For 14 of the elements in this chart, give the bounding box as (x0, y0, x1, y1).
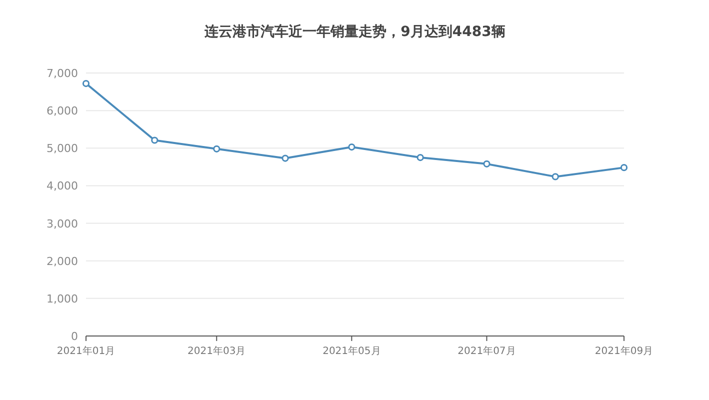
ytick: 0 (71, 330, 78, 343)
ytick: 3,000 (46, 217, 78, 230)
title: 连云港市汽车近一年销量走势，9月达到4483辆 (204, 24, 506, 40)
ytick: 5,000 (46, 142, 78, 156)
xtick: 2021年01月 (56, 346, 116, 357)
xtick: 2021年05月 (322, 346, 381, 357)
ytick: 1,000 (46, 292, 78, 306)
ytick: 6,000 (46, 104, 78, 118)
xtick: 2021年09月 (594, 346, 654, 357)
ytick: 7,000 (46, 67, 78, 80)
xtick: 2021年07月 (458, 346, 516, 357)
ytick: 4,000 (46, 180, 78, 193)
ytick: 2,000 (46, 254, 78, 268)
xtick: 2021年03月 (188, 346, 246, 357)
